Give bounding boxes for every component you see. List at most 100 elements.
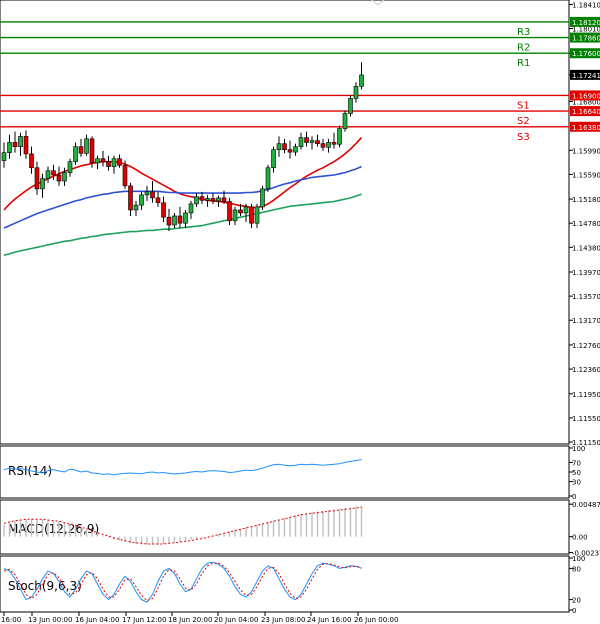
candle-body <box>359 74 364 87</box>
time-axis: 16:00 13 Jun 00:00 16 Jun 04:00 17 Jun 12:0… <box>0 611 569 624</box>
candle-body <box>238 209 243 214</box>
candle-body <box>293 146 298 153</box>
price-tick-label: 1.11950 <box>572 391 600 399</box>
candle-body <box>29 153 34 169</box>
time-tick-label: 16:00 <box>1 616 21 624</box>
time-tick-label: 26 Jun 00:00 <box>354 616 398 624</box>
candle-body <box>227 201 232 222</box>
candle-body <box>342 113 348 129</box>
price-tick-label: 1.15180 <box>572 196 600 204</box>
price-tick-label: 1.12360 <box>572 366 600 374</box>
candle-body <box>144 191 150 196</box>
candle-body <box>353 86 359 99</box>
candle-body <box>106 161 111 167</box>
level-name-s2: S2 <box>517 116 530 127</box>
rsi-series-line <box>3 459 362 476</box>
price-tick-label: 1.15590 <box>572 171 600 179</box>
last-price-marker: 1.17241 <box>570 69 600 80</box>
candle-body <box>100 158 106 163</box>
macd-tick-label: -0.00237 <box>572 549 600 557</box>
support-resistance-levels: R3 1.18120 R2 1.17860 R1 1.17600 S1 1.16900 S2 1.… <box>0 16 600 143</box>
candle-body <box>337 128 342 145</box>
candle-body <box>34 167 40 190</box>
candle-body <box>51 170 56 176</box>
price-tick-label: 1.18010 <box>572 26 600 34</box>
candle-body <box>45 170 51 179</box>
candle-body <box>155 197 161 204</box>
price-tick-label: 1.13970 <box>572 269 600 277</box>
candle-body <box>18 136 23 147</box>
candle-body <box>265 167 271 190</box>
level-name-r2: R2 <box>517 43 530 54</box>
price-tick-label: 1.15990 <box>572 147 600 155</box>
stoch-tick-label: 100 <box>572 555 585 563</box>
macd-tick-label: 0.00487 <box>572 501 600 509</box>
candle-body <box>40 178 45 190</box>
candle-body <box>260 188 265 208</box>
moving-average-line <box>3 165 362 229</box>
stoch-k-line <box>3 561 362 603</box>
candle-body <box>95 158 100 164</box>
candle-body <box>122 165 128 187</box>
candle-body <box>276 143 282 150</box>
time-tick-label: 24 Jun 16:00 <box>307 616 351 624</box>
time-tick-label: 20 Jun 04:00 <box>214 616 258 624</box>
candle-body <box>221 197 227 202</box>
candle-body <box>331 142 337 145</box>
last-price-tag <box>570 69 600 80</box>
candle-body <box>216 197 221 202</box>
macd-signal-line <box>3 506 362 545</box>
candle-body <box>1 152 7 161</box>
level-price-label: 1.16380 <box>572 124 600 132</box>
price-tick-label: 1.11150 <box>572 439 600 447</box>
last-price-label: 1.17241 <box>572 72 600 80</box>
level-price-label: 1.17600 <box>572 50 600 58</box>
stoch-tick-label: 0 <box>572 607 576 615</box>
rsi-line <box>3 459 362 476</box>
candle-body <box>67 161 73 173</box>
candle-body <box>150 191 155 199</box>
candle-body <box>282 143 287 150</box>
macd-axis: 0.00487 0.00 -0.00237 <box>569 501 600 557</box>
time-tick-label: 23 Jun 08:00 <box>261 616 305 624</box>
candle-body <box>254 206 260 224</box>
candle-body <box>304 137 309 143</box>
price-panel: 1.18410 1.18010 1.17600 1.17241 1.16800 1.159… <box>0 0 600 447</box>
candle-body <box>194 196 199 205</box>
price-tick-label: 1.11550 <box>572 415 600 423</box>
candle-body <box>298 137 304 147</box>
candle-body <box>117 158 122 166</box>
level-price-tag <box>570 106 600 117</box>
rsi-tick-label: 0 <box>572 493 576 501</box>
moving-averages <box>3 137 363 256</box>
price-tick-label: 1.14380 <box>572 244 600 252</box>
macd-tick-label: 0.00 <box>572 534 588 542</box>
candle-body <box>7 142 12 153</box>
candle-body <box>326 142 331 148</box>
candle-body <box>249 206 254 224</box>
candle-body <box>128 185 133 211</box>
candle-body <box>271 149 276 169</box>
candle-body <box>161 202 166 218</box>
level-price-label: 1.17860 <box>572 35 600 43</box>
price-panel-frame <box>0 0 570 445</box>
price-tick-label: 1.12760 <box>572 342 600 350</box>
candle-body <box>89 138 95 164</box>
watermark-icon <box>371 0 385 6</box>
level-name-r1: R1 <box>517 58 530 69</box>
level-price-tag <box>570 32 600 43</box>
level-price-label: 1.18120 <box>572 19 600 27</box>
price-tick-label: 1.13570 <box>572 293 600 301</box>
candle-body <box>315 140 320 144</box>
candle-body <box>12 142 18 147</box>
candle-body <box>172 215 177 226</box>
macd-histogram <box>3 506 363 545</box>
level-price-tag <box>570 121 600 132</box>
rsi-tick-label: 70 <box>572 459 581 467</box>
candle-body <box>23 136 29 155</box>
macd-signal-series <box>3 506 362 545</box>
candle-body <box>210 198 216 202</box>
stoch-lines <box>3 561 362 603</box>
